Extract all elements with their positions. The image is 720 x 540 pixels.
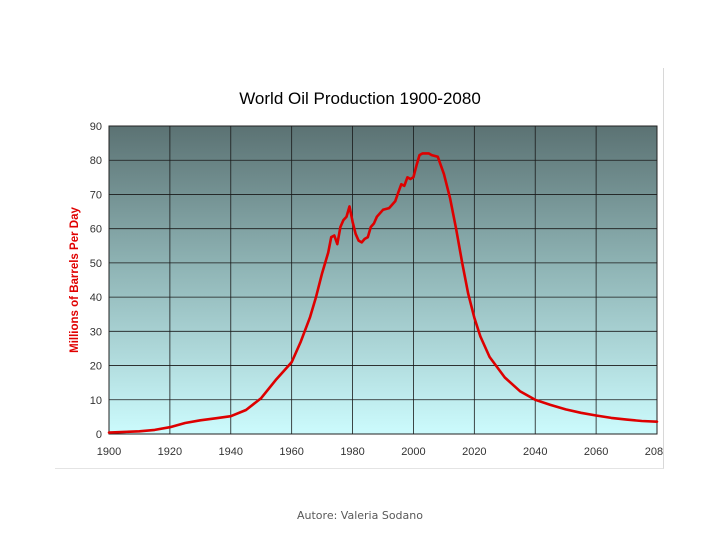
x-tick-label: 2040	[523, 446, 547, 458]
x-tick-label: 2020	[462, 446, 486, 458]
x-tick-label: 1940	[219, 446, 243, 458]
y-axis-label: Millions of Barrels Per Day	[69, 207, 81, 353]
y-tick-label: 60	[90, 224, 102, 236]
y-tick-label: 40	[90, 292, 102, 304]
y-tick-label: 80	[90, 155, 102, 167]
y-tick-label: 10	[90, 395, 102, 407]
y-tick-label: 20	[90, 361, 102, 373]
x-tick-label: 1980	[340, 446, 364, 458]
y-tick-label: 0	[96, 429, 102, 441]
x-tick-label: 2080	[645, 446, 663, 458]
y-tick-label: 70	[90, 189, 102, 201]
y-tick-label: 90	[90, 121, 102, 133]
x-tick-label: 1900	[97, 446, 121, 458]
chart-title: World Oil Production 1900-2080	[239, 89, 481, 108]
chart-frame: 0 10 20 30 40 50 60 70 80 90 1900 1920 1940 1960 1980 2…	[55, 68, 664, 469]
x-tick-label: 2060	[584, 446, 608, 458]
plot-area	[108, 125, 658, 435]
series-line-world-oil-production	[107, 152, 659, 434]
author-credit: Autore: Valeria Sodano	[297, 509, 423, 522]
x-tick-label: 2000	[401, 446, 425, 458]
y-tick-label: 30	[90, 326, 102, 338]
oil-production-chart: 0 10 20 30 40 50 60 70 80 90 1900 1920 1940 1960 1980 2…	[69, 89, 663, 458]
x-tick-label: 1960	[279, 446, 303, 458]
y-tick-label: 50	[90, 258, 102, 270]
x-tick-label: 1920	[158, 446, 182, 458]
